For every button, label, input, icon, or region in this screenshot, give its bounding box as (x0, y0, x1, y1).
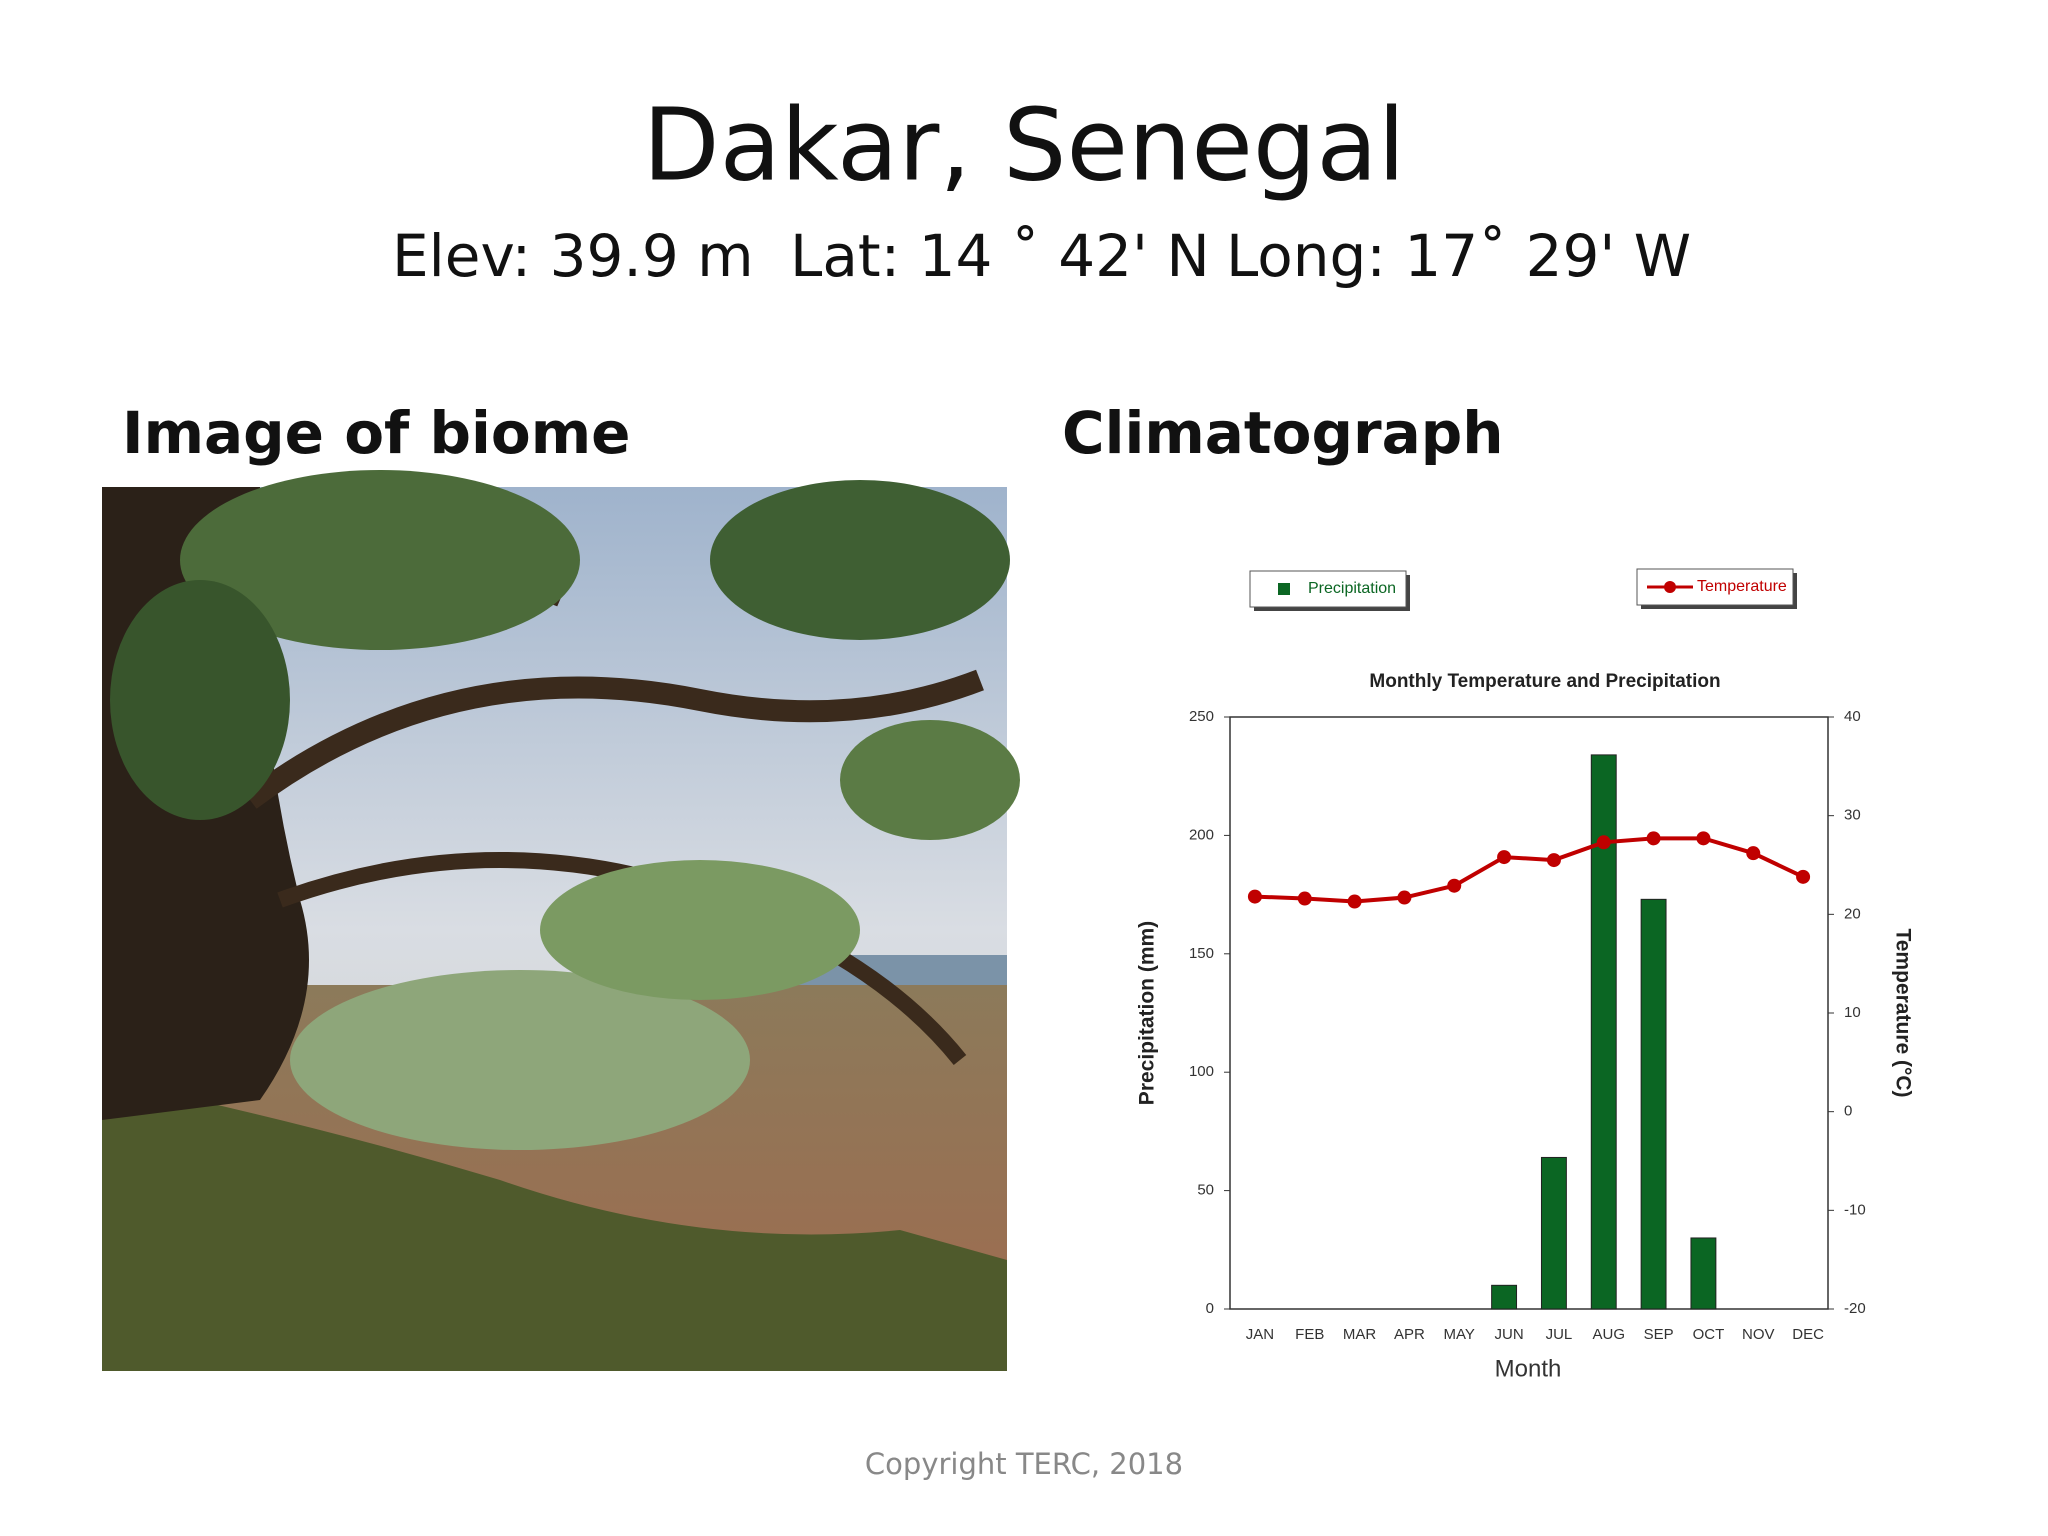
x-tick-label: JUL (1546, 1326, 1573, 1343)
temperature-point (1546, 853, 1561, 868)
chart-heading: Climatograph (1062, 399, 1504, 467)
y-tick-label: 0 (1206, 1300, 1214, 1317)
subtitle-elevation: Elev: 39.9 m (392, 222, 754, 290)
x-tick-label: NOV (1742, 1326, 1775, 1343)
temperature-point (1796, 869, 1811, 884)
y-tick-label: 50 (1197, 1182, 1214, 1199)
temperature-point (1397, 890, 1412, 905)
legend-label: Temperature (1697, 578, 1787, 595)
temperature-point (1297, 891, 1312, 906)
precipitation-bar (1640, 898, 1667, 1310)
plot-frame (1229, 716, 1829, 1310)
subtitle-longitude: Long: 17˚ 29' W (1226, 222, 1691, 290)
x-tick-label: OCT (1693, 1326, 1725, 1343)
y2-tick-label: -10 (1844, 1201, 1866, 1218)
legend-swatch-dot (1664, 581, 1676, 593)
precipitation-bar (1690, 1237, 1717, 1310)
x-tick-label: FEB (1295, 1326, 1324, 1343)
legend-box (1636, 568, 1794, 606)
y-tick-label: 250 (1189, 708, 1214, 725)
subtitle-latitude: Lat: 14 ˚ 42' N (790, 222, 1210, 290)
y-tick-label: 150 (1189, 945, 1214, 962)
precipitation-bar (1540, 1156, 1567, 1310)
temperature-point (1646, 831, 1661, 846)
x-tick-label: DEC (1792, 1326, 1824, 1343)
x-axis-label: Month (1495, 1355, 1562, 1382)
precipitation-bar (1491, 1284, 1518, 1310)
x-tick-label: MAR (1343, 1326, 1377, 1343)
x-tick-label: MAY (1444, 1326, 1475, 1343)
y2-axis-label: Temperature (°C) (1891, 928, 1914, 1097)
y-tick-label: 200 (1189, 826, 1214, 843)
temperature-point (1596, 835, 1611, 850)
y2-tick-label: -20 (1844, 1300, 1866, 1317)
x-tick-label: APR (1394, 1326, 1425, 1343)
y2-tick-label: 30 (1844, 807, 1861, 824)
x-tick-label: JUN (1494, 1326, 1523, 1343)
legend-box (1249, 570, 1407, 608)
y2-tick-label: 40 (1844, 708, 1861, 725)
legend-swatch (1278, 583, 1290, 595)
chart-title: Monthly Temperature and Precipitation (1369, 671, 1720, 692)
temperature-line (1254, 836, 1804, 904)
x-tick-label: AUG (1592, 1326, 1625, 1343)
y2-tick-label: 20 (1844, 905, 1861, 922)
temperature-point (1247, 889, 1262, 904)
climatograph: 0 50 100 150 200 250 -20 -10 0 10 20 30 40 JAN FEB MAR A… (1136, 568, 1914, 1382)
temperature-point (1746, 846, 1761, 861)
y-axis-label: Precipitation (mm) (1136, 921, 1159, 1105)
temperature-point (1696, 831, 1711, 846)
biome-photo (102, 470, 1020, 1371)
image-heading: Image of biome (122, 399, 631, 467)
x-tick-label: JAN (1246, 1326, 1274, 1343)
y-tick-label: 100 (1189, 1063, 1214, 1080)
temperature-point (1497, 850, 1512, 865)
y2-tick-label: 10 (1844, 1004, 1861, 1021)
x-tick-label: SEP (1644, 1326, 1674, 1343)
temperature-point (1347, 894, 1362, 909)
slide-title: Dakar, Senegal (643, 86, 1406, 203)
temperature-point (1447, 878, 1462, 893)
footer: Copyright TERC, 2018 (865, 1447, 1183, 1481)
legend-label: Precipitation (1308, 580, 1396, 597)
y2-tick-label: 0 (1844, 1103, 1852, 1120)
